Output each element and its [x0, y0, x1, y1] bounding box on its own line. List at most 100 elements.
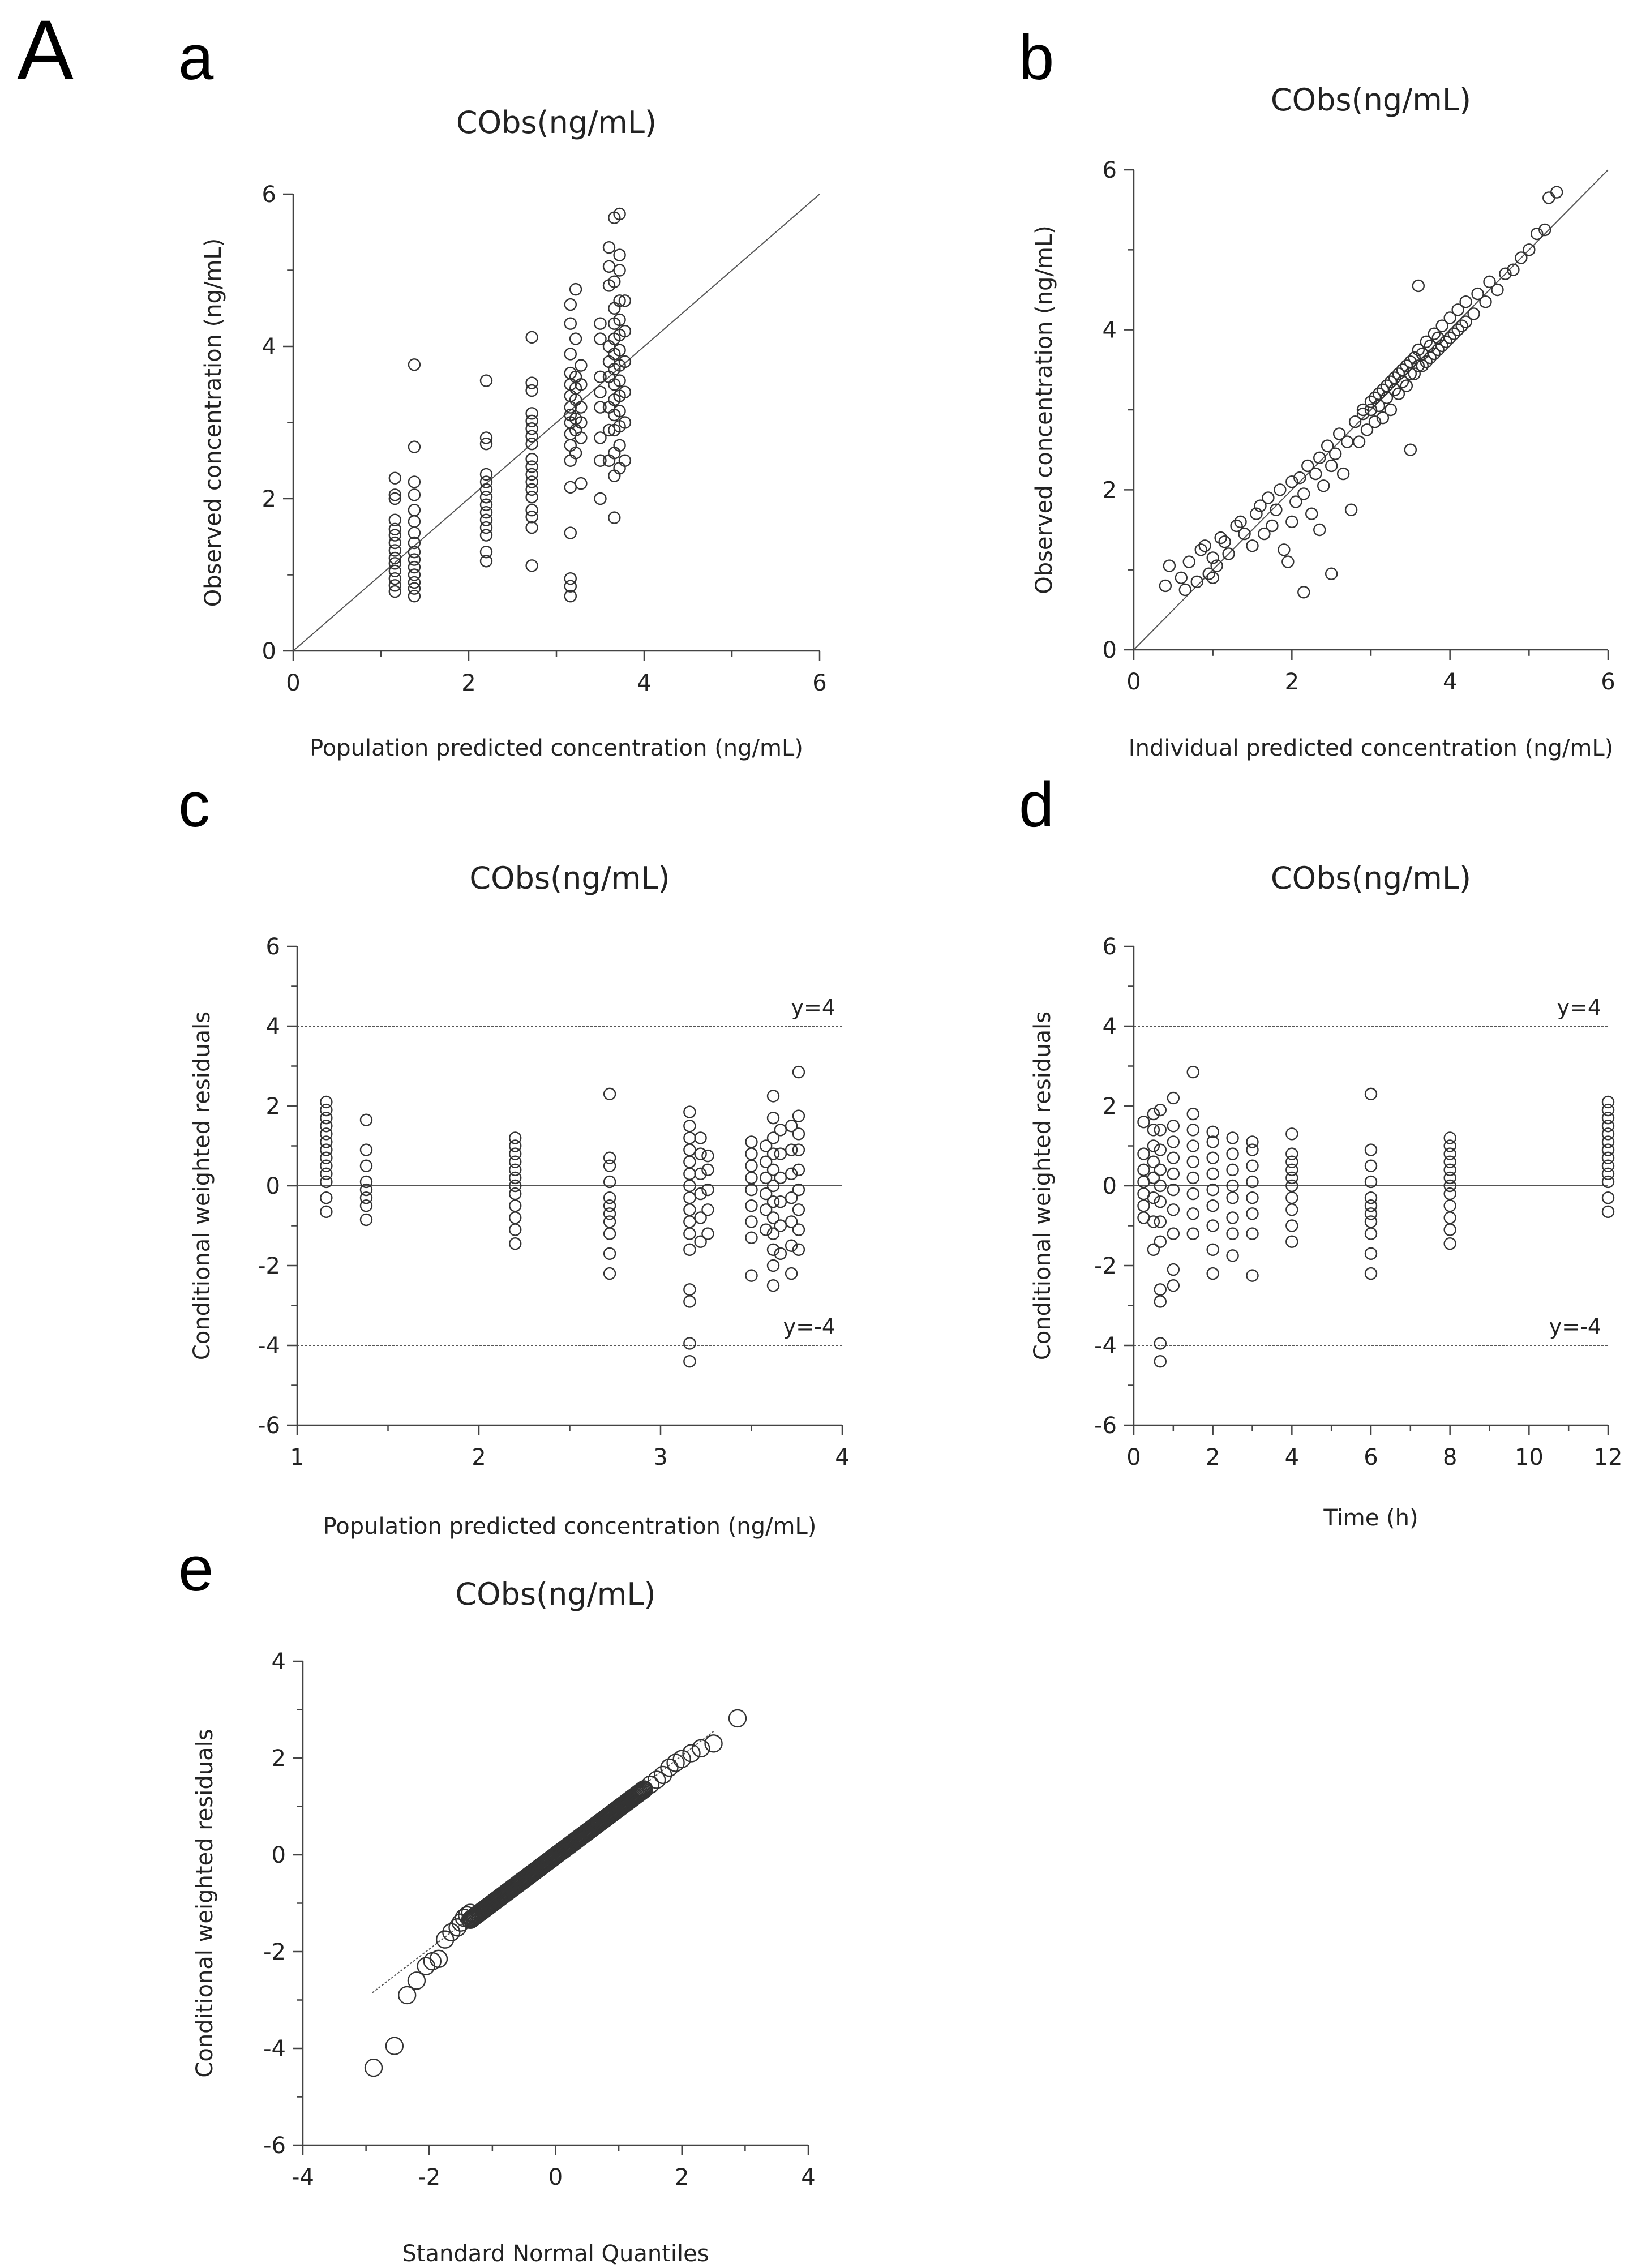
- data-point-a: [608, 511, 621, 524]
- data-point-b: [1420, 355, 1433, 368]
- data-point-b: [1293, 471, 1306, 485]
- data-point-e: [692, 1739, 710, 1758]
- data-point-d: [1246, 1191, 1259, 1204]
- y-axis-label-c: Conditional weighted residuals: [189, 1011, 215, 1360]
- data-point-b: [1392, 387, 1405, 400]
- data-point-c: [320, 1191, 333, 1204]
- data-point-d: [1364, 1227, 1378, 1240]
- panel-letter-a: a: [178, 22, 214, 93]
- y-tick-label-c: -6: [258, 1413, 280, 1439]
- y-tick-label-d: -6: [1094, 1413, 1117, 1439]
- data-point-c: [603, 1199, 616, 1212]
- data-point-c: [683, 1295, 696, 1308]
- y-tick-label-d: 6: [1103, 934, 1117, 960]
- data-point-c: [766, 1147, 780, 1160]
- data-point-d: [1206, 1199, 1219, 1212]
- data-point-a: [525, 503, 538, 517]
- data-point-a: [388, 585, 401, 598]
- data-point-d: [1601, 1095, 1615, 1109]
- x-tick-label-e: -4: [292, 2164, 314, 2190]
- data-point-c: [701, 1149, 714, 1163]
- data-point-d: [1285, 1219, 1298, 1232]
- data-point-a: [594, 431, 607, 444]
- y-tick-label-e: -4: [263, 2036, 286, 2062]
- x-axis-label-a: Population predicted concentration (ng/m…: [310, 735, 803, 761]
- data-point-d: [1147, 1243, 1160, 1257]
- x-tick-label-c: 4: [835, 1444, 849, 1470]
- x-tick-label-d: 2: [1206, 1444, 1220, 1470]
- data-point-a: [564, 481, 577, 494]
- data-point-e: [682, 1744, 701, 1763]
- data-point-d: [1206, 1167, 1219, 1181]
- data-point-a: [479, 555, 493, 568]
- data-point-e: [435, 1930, 455, 1949]
- data-point-d: [1443, 1155, 1456, 1168]
- data-point-c: [359, 1199, 373, 1212]
- data-point-c: [509, 1237, 522, 1250]
- data-point-a: [388, 551, 401, 565]
- data-point-e: [630, 1783, 649, 1802]
- data-point-b: [1206, 551, 1219, 564]
- data-point-d: [1154, 1163, 1167, 1177]
- chart-title-e: CObs(ng/mL): [455, 1576, 655, 1612]
- data-point-d: [1154, 1354, 1167, 1368]
- data-point-b: [1384, 403, 1398, 417]
- data-point-c: [603, 1151, 616, 1164]
- data-point-d: [1364, 1215, 1378, 1228]
- data-point-c: [759, 1139, 773, 1152]
- data-point-d: [1285, 1163, 1298, 1177]
- data-point-b: [1182, 555, 1195, 568]
- data-point-d: [1226, 1249, 1239, 1262]
- data-point-c: [603, 1175, 616, 1189]
- data-point-a: [525, 376, 538, 389]
- data-point-c: [683, 1191, 696, 1204]
- data-point-d: [1285, 1191, 1298, 1204]
- data-point-c: [792, 1203, 805, 1216]
- data-point-c: [359, 1191, 373, 1204]
- x-tick-label-b: 2: [1285, 669, 1299, 695]
- data-point-a: [388, 536, 401, 550]
- data-point-a: [525, 422, 538, 435]
- data-point-b: [1234, 515, 1247, 529]
- data-point-b: [1313, 523, 1326, 537]
- data-point-a: [618, 324, 632, 338]
- data-point-d: [1364, 1159, 1378, 1172]
- data-point-d: [1147, 1171, 1160, 1185]
- data-point-b: [1550, 186, 1563, 199]
- data-point-d: [1443, 1163, 1456, 1177]
- data-point-d: [1285, 1203, 1298, 1216]
- data-point-b: [1336, 467, 1350, 481]
- data-point-b: [1439, 335, 1452, 349]
- data-point-b: [1344, 503, 1358, 516]
- y-tick-label-c: 2: [266, 1094, 280, 1120]
- y-tick-label-b: 0: [1103, 637, 1117, 663]
- data-point-a: [575, 477, 588, 490]
- data-point-c: [785, 1191, 798, 1204]
- data-point-b: [1420, 335, 1433, 349]
- data-point-d: [1364, 1087, 1378, 1101]
- data-point-d: [1186, 1124, 1199, 1137]
- data-point-b: [1467, 307, 1480, 320]
- data-point-a: [594, 317, 607, 330]
- data-point-c: [694, 1131, 707, 1144]
- data-point-b: [1416, 359, 1429, 372]
- chart-d: d CObs(ng/mL) 0 2 4 6 8 10 12 -6 -4 -2 0 2 4 6 Time (h) C…: [1019, 769, 1622, 1531]
- data-point-b: [1254, 499, 1267, 512]
- data-point-c: [694, 1235, 707, 1248]
- data-point-d: [1147, 1107, 1160, 1121]
- data-point-c: [683, 1155, 696, 1168]
- data-point-d: [1147, 1215, 1160, 1228]
- data-point-c: [785, 1267, 798, 1280]
- data-point-c: [320, 1159, 333, 1172]
- data-point-a: [408, 503, 421, 517]
- data-point-d: [1167, 1151, 1180, 1164]
- data-point-e: [672, 1750, 691, 1768]
- data-point-a: [479, 374, 493, 387]
- data-point-d: [1137, 1163, 1150, 1177]
- data-point-c: [694, 1211, 707, 1224]
- data-point-a: [613, 462, 626, 475]
- data-point-d: [1154, 1337, 1167, 1350]
- y-axis-label-e: Conditional weighted residuals: [192, 1729, 218, 2077]
- data-point-d: [1364, 1247, 1378, 1261]
